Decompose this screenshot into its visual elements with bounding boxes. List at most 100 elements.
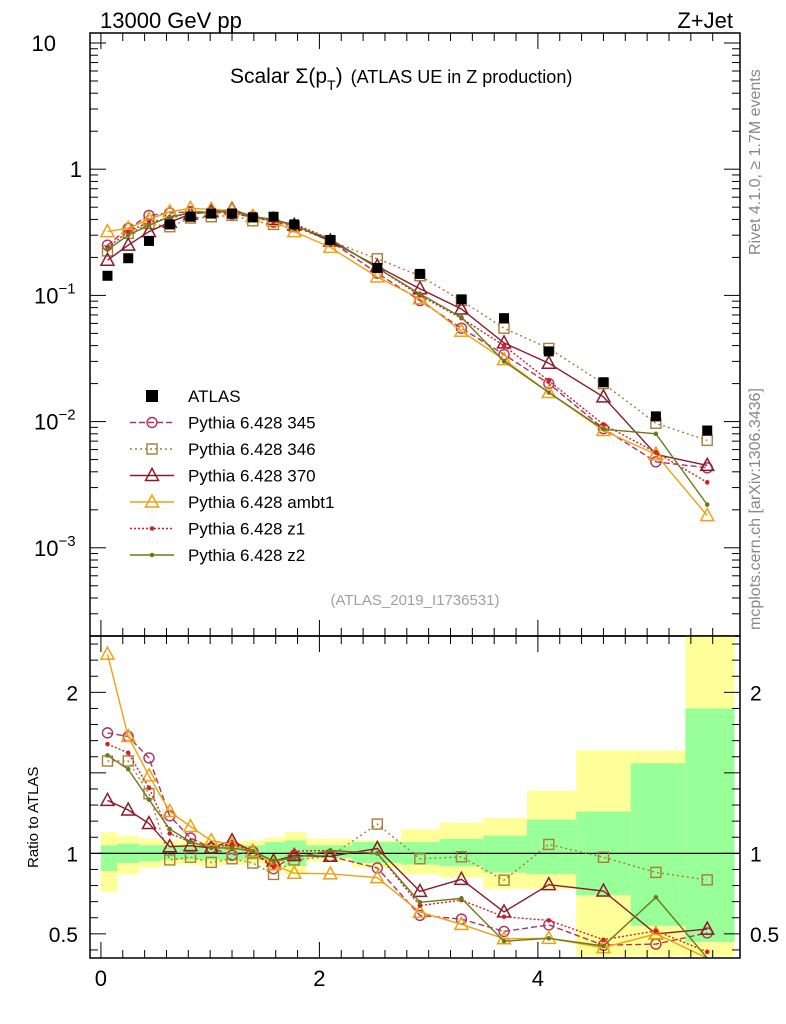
main-series-point	[105, 247, 110, 253]
ratio-series-point	[286, 864, 303, 879]
main-series-point	[541, 383, 557, 399]
legend: ATLAS Pythia 6.428 345 Pythia 6.428 346 Pyt…	[130, 387, 334, 565]
data-point	[650, 411, 661, 422]
mcplots-label: mcplots.cern.ch [arXiv:1306.3436]	[747, 388, 764, 630]
ratio-band-green	[100, 845, 118, 872]
ratio-frame	[89, 635, 741, 959]
data-point	[123, 253, 134, 264]
legend-label: Pythia 6.428 z2	[188, 546, 305, 565]
legend-marker	[144, 466, 160, 482]
legend-label: ATLAS	[188, 387, 241, 406]
ratio-ytick-label-left: 0.5	[49, 924, 78, 947]
ratio-series-point	[291, 848, 297, 854]
data-point	[325, 234, 336, 245]
ratio-series-point	[322, 847, 339, 863]
data-point	[372, 262, 383, 273]
main-series-point	[699, 507, 715, 522]
main-series-point	[595, 388, 612, 403]
main-series-point	[704, 502, 710, 507]
ratio-series-point	[453, 915, 470, 931]
ratio-series-point	[182, 817, 199, 833]
legend-marker	[149, 526, 155, 531]
ratio-series-point	[328, 848, 333, 853]
legend-marker	[149, 552, 155, 558]
ratio-series-point	[205, 856, 217, 869]
ratio-series-point	[498, 874, 510, 886]
ratio-ytick-label-right: 2	[750, 682, 762, 705]
data-point	[164, 219, 175, 230]
data-point	[543, 346, 554, 357]
ratio-panel: 0.5 0.5 1 1 2 2 0 2 4	[49, 635, 779, 991]
ratio-series-point	[250, 849, 256, 854]
data-point	[227, 208, 238, 219]
legend-label: Pythia 6.428 z1	[188, 520, 305, 539]
ratio-ylabel: Ratio to ATLAS	[25, 767, 42, 868]
ratio-series-point	[141, 767, 157, 782]
data-point	[268, 211, 279, 222]
main-ytick-label: 10	[32, 31, 56, 56]
ratio-series-point	[541, 929, 557, 945]
ratio-series-point	[271, 864, 276, 870]
ratio-series-point	[322, 865, 339, 880]
main-series-point	[125, 232, 131, 238]
ratio-series-point	[226, 853, 238, 865]
ratio-series-point	[498, 925, 510, 938]
main-series-point	[501, 359, 507, 364]
ratio-series-point	[105, 753, 110, 758]
ratio-series-point	[161, 802, 178, 818]
legend-label: Pythia 6.428 346	[188, 440, 316, 459]
ratio-series-point	[455, 851, 468, 863]
main-ytick-label: 10−2	[34, 407, 76, 435]
main-series-point	[653, 431, 659, 437]
ratio-series-point	[501, 938, 507, 944]
legend-marker	[146, 390, 158, 402]
data-point	[456, 294, 467, 305]
ratio-series-point	[414, 853, 426, 865]
ratio-series-point	[650, 866, 662, 879]
ytick-exponent: −3	[58, 533, 75, 550]
main-ytick-label: 10−1	[34, 280, 76, 308]
ratio-series-point	[184, 851, 197, 863]
main-series-point	[496, 334, 512, 349]
ratio-series-point	[371, 862, 384, 874]
ratio-series-point	[229, 845, 235, 851]
ratio-series-point	[371, 818, 384, 830]
legend-marker	[144, 493, 160, 508]
title-rest: (ATLAS UE in Z production)	[351, 67, 573, 87]
data-point	[598, 377, 609, 388]
main-series-point	[541, 354, 557, 369]
ratio-series-point	[247, 857, 259, 869]
ratio-series-point	[648, 925, 664, 940]
main-series-point	[601, 422, 606, 427]
data-point	[702, 425, 713, 436]
ratio-band-green	[685, 708, 735, 942]
xtick-label: 0	[95, 966, 107, 991]
main-series-line-1	[107, 214, 708, 442]
ratio-series-point	[501, 914, 507, 920]
ratio-band-green	[483, 835, 527, 873]
main-series-point	[120, 236, 136, 251]
ratio-series-point	[453, 870, 470, 886]
title-main: Scalar Σ(p	[230, 65, 327, 88]
data-point	[247, 212, 258, 223]
xtick-label: 2	[313, 966, 325, 991]
ratio-ytick-label-left: 2	[66, 682, 78, 705]
ratio-series-point	[101, 727, 114, 739]
main-series-point	[546, 390, 552, 395]
main-series-point	[704, 480, 710, 485]
ratio-band-green	[264, 842, 285, 862]
ratio-series-point	[543, 838, 555, 851]
ratio-series-point	[701, 874, 713, 886]
main-series-point	[459, 315, 464, 320]
data-point	[289, 219, 300, 230]
title-sub: T	[327, 77, 336, 93]
data-point	[102, 270, 113, 281]
ytick-base: 10	[34, 410, 58, 435]
ratio-series-point	[601, 937, 606, 943]
ratio-series-point	[120, 727, 136, 743]
data-point	[185, 211, 196, 222]
ratio-band-green	[526, 819, 577, 875]
ratio-series-point	[141, 814, 157, 830]
ratio-series-point	[601, 943, 606, 949]
ratio-series-point	[546, 918, 552, 923]
